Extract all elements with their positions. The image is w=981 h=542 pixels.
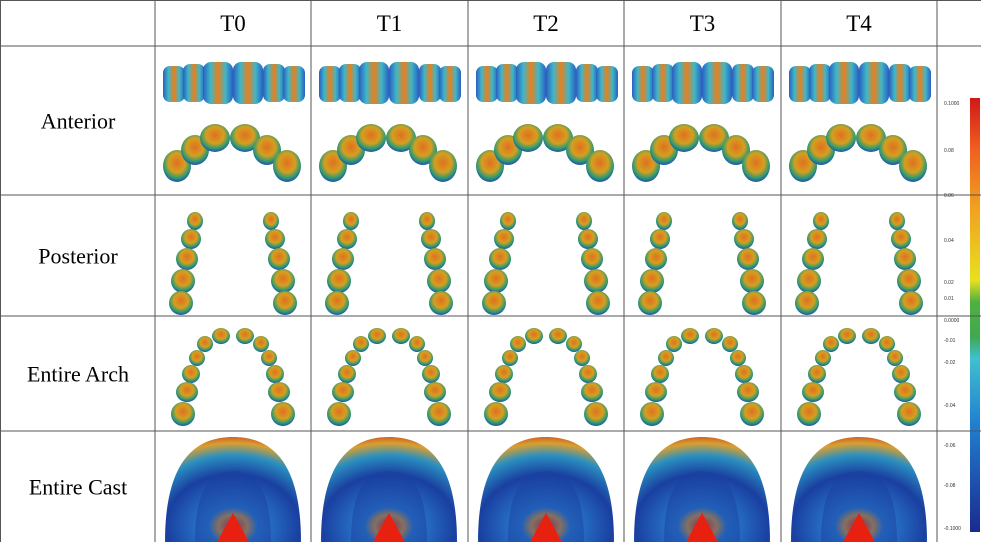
row-label: Entire Cast (29, 475, 127, 500)
scale-label: -0.01 (944, 338, 956, 344)
scale-label: -0.02 (944, 360, 956, 366)
row-label: Anterior (41, 109, 116, 134)
scale-label: -0.06 (944, 443, 956, 449)
scale-label: -0.08 (944, 483, 956, 489)
color-bar (970, 98, 980, 532)
scale-label: 0.0000 (944, 318, 960, 324)
figure: T0 T1 T2 T3 T4 Anterior Posterior Entire Arch En… (0, 0, 981, 542)
row-label: Posterior (38, 244, 118, 269)
column-header: T4 (846, 11, 872, 36)
scale-label: 0.02 (944, 280, 954, 286)
scale-label: -0.04 (944, 403, 956, 409)
scale-label: 0.1000 (944, 101, 960, 107)
scale-label: 0.01 (944, 296, 954, 302)
column-header: T3 (690, 11, 716, 36)
scale-label: 0.08 (944, 148, 954, 154)
scale-label: -0.1000 (944, 526, 961, 532)
column-header: T0 (220, 11, 246, 36)
column-header: T1 (377, 11, 403, 36)
row-label: Entire Arch (27, 362, 129, 387)
scale-label: 0.04 (944, 238, 954, 244)
scale-label: 0.06 (944, 193, 954, 199)
column-header: T2 (533, 11, 559, 36)
